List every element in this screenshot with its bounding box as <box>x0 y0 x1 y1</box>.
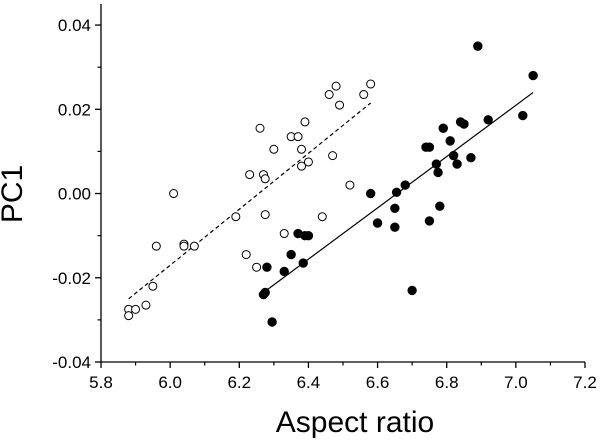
open-circle-point <box>141 300 151 310</box>
open-circle-point <box>335 100 345 110</box>
open-circle-point <box>131 304 141 314</box>
y-tick-label: -0.02 <box>52 269 91 288</box>
open-circle-point <box>269 144 279 154</box>
x-tick-label: 6.6 <box>366 373 390 392</box>
open-circle-point <box>279 229 289 239</box>
open-circle-point <box>189 241 199 251</box>
x-tick-label: 5.8 <box>89 373 113 392</box>
filled-circle-point <box>424 216 435 226</box>
data-points <box>124 41 538 327</box>
filled-circle-point <box>303 230 314 241</box>
open-circle-point <box>124 311 134 321</box>
open-circle-point <box>300 117 310 127</box>
x-tick-label: 7.2 <box>573 373 597 392</box>
open-circle-point <box>151 241 161 251</box>
filled-circle-point <box>433 167 443 178</box>
open-circle-point <box>366 79 376 89</box>
x-tick-label: 7.0 <box>504 373 528 392</box>
filled-circle-point <box>365 188 376 199</box>
y-tick-label: 0.00 <box>58 185 91 204</box>
filled-circle-point <box>473 41 483 51</box>
filled-circle-point <box>518 110 528 121</box>
filled-circle-point <box>372 218 383 228</box>
open-circle-point <box>303 157 313 167</box>
open-circle-point <box>148 281 158 291</box>
filled-circle-point <box>424 142 435 152</box>
x-tick-label: 6.8 <box>435 373 459 392</box>
filled-circle-point <box>466 153 476 163</box>
x-tick-label: 6.0 <box>158 373 182 392</box>
open-circle-point <box>345 180 355 190</box>
open-circle-point <box>359 90 369 100</box>
open-circle-point <box>324 90 334 100</box>
filled-circle-point <box>400 180 410 190</box>
open-circle-point <box>231 212 241 222</box>
x-axis-title: Aspect ratio <box>276 406 434 439</box>
filled-circle-point <box>390 222 400 232</box>
x-tick-label: 6.2 <box>227 373 251 392</box>
open-circle-point <box>331 81 341 91</box>
filled-circle-point <box>298 258 308 268</box>
x-tick-label: 6.4 <box>297 373 321 392</box>
filled-circle-point <box>435 201 445 211</box>
filled-circle-point <box>528 70 538 81</box>
open-circle-point <box>169 189 179 199</box>
y-axis-ticks: -0.04 -0.02 0.00 0.02 0.04 <box>52 16 101 372</box>
filled-circle-point <box>260 287 270 298</box>
filled-circle-point <box>483 115 493 125</box>
filled-circle-point <box>452 159 462 169</box>
fit-lines <box>128 91 534 300</box>
filled-circle-point <box>267 317 277 327</box>
filled-circle-point <box>262 262 272 272</box>
open-circle-point <box>328 151 338 161</box>
y-axis-title: PC1 <box>0 165 29 223</box>
y-tick-label: 0.02 <box>58 100 91 119</box>
dashed-fit-line <box>128 102 372 300</box>
open-circle-point <box>260 210 270 220</box>
filled-circle-point <box>438 123 448 133</box>
open-circle-point <box>317 212 327 222</box>
filled-circle-point <box>407 285 417 296</box>
filled-circle-point <box>279 266 289 277</box>
filled-circle-point <box>445 136 455 146</box>
filled-circle-point <box>286 249 296 260</box>
open-circle-point <box>255 123 265 133</box>
y-tick-label: 0.04 <box>58 16 91 35</box>
open-circle-point <box>297 144 307 154</box>
open-circle-point <box>179 241 189 251</box>
filled-circle-point <box>431 159 442 169</box>
filled-circle-point <box>459 119 469 129</box>
filled-circle-point <box>448 150 459 161</box>
open-circle-point <box>297 161 307 171</box>
x-axis-ticks: 5.8 6.0 6.2 6.4 6.6 6.8 7.0 7.2 <box>89 362 597 392</box>
plot-frame <box>100 4 585 363</box>
open-circle-point <box>293 132 303 142</box>
open-circle-point <box>241 250 251 260</box>
filled-circle-point <box>391 187 402 197</box>
open-circle-point <box>245 170 255 180</box>
y-tick-label: -0.04 <box>52 353 91 372</box>
open-circle-point <box>260 174 270 184</box>
open-circle-point <box>252 262 262 272</box>
filled-circle-point <box>390 203 400 213</box>
